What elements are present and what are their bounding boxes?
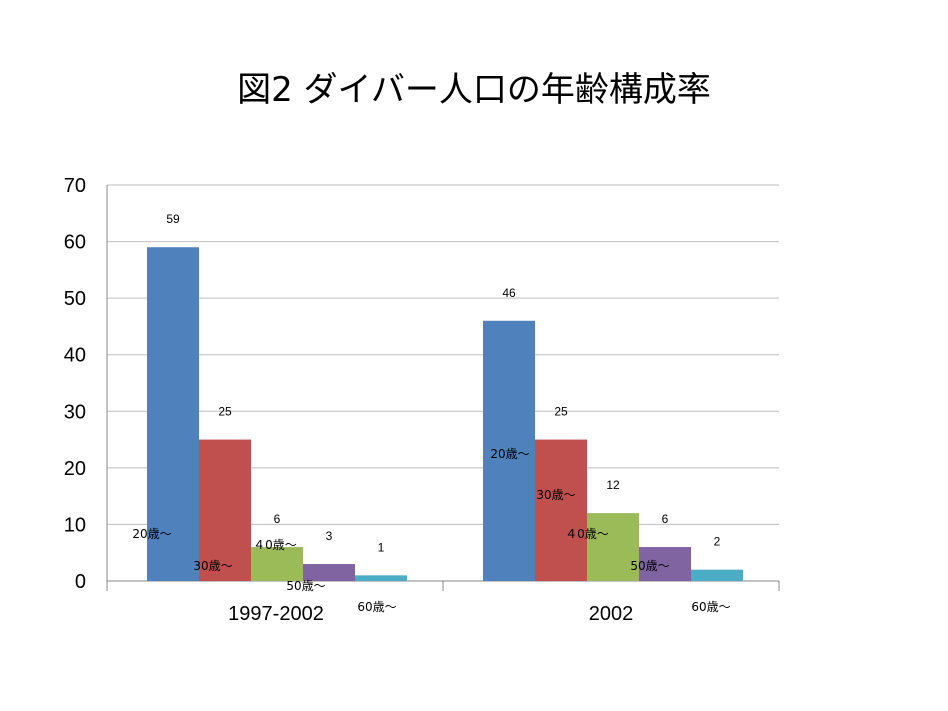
y-tick-label: 30 (64, 401, 86, 423)
x-category-label: 1997-2002 (228, 603, 324, 625)
y-tick-label: 60 (64, 232, 86, 254)
bar-30-1 (535, 439, 587, 581)
data-label: 46 (502, 286, 516, 300)
series-annotation: 60歳～ (357, 600, 396, 614)
bar-50-1 (639, 547, 691, 581)
series-annotation: 30歳～ (536, 488, 575, 502)
data-label: 6 (662, 512, 669, 526)
y-tick-label: 50 (64, 288, 86, 310)
series-annotation: 20歳～ (132, 527, 171, 541)
y-tick-label: 70 (64, 175, 86, 197)
series-annotation: 50歳～ (630, 559, 669, 573)
y-tick-label: 40 (64, 345, 86, 367)
y-tick-label: 20 (64, 458, 86, 480)
data-label: 25 (554, 405, 568, 419)
y-tick-label: 10 (64, 514, 86, 536)
series-annotation: 60歳～ (691, 600, 730, 614)
bar-40-1 (587, 513, 639, 581)
data-label: 3 (326, 529, 333, 543)
bar-50-0 (303, 564, 355, 581)
data-label: 6 (274, 512, 281, 526)
data-label: 2 (714, 535, 721, 549)
bar-60-1 (691, 569, 743, 581)
bar-20-1 (483, 320, 535, 581)
series-annotation: 20歳～ (490, 447, 529, 461)
data-label: 25 (218, 405, 232, 419)
y-tick-label: 0 (75, 571, 86, 593)
bar-20-0 (147, 247, 199, 581)
data-label: 12 (606, 478, 620, 492)
bar-40-0 (251, 547, 303, 581)
data-label: 59 (166, 212, 180, 226)
x-category-label: 2002 (589, 603, 634, 625)
chart-title: 図2 ダイバー人口の年齢構成率 (237, 70, 711, 110)
data-label: 1 (378, 540, 385, 554)
series-annotation: 30歳～ (193, 559, 232, 573)
series-annotation: ４0歳～ (565, 527, 609, 541)
bar-60-0 (355, 575, 407, 581)
bar-30-0 (199, 439, 251, 581)
series-annotation: 50歳～ (286, 579, 325, 593)
series-annotation: ４0歳～ (253, 538, 297, 552)
